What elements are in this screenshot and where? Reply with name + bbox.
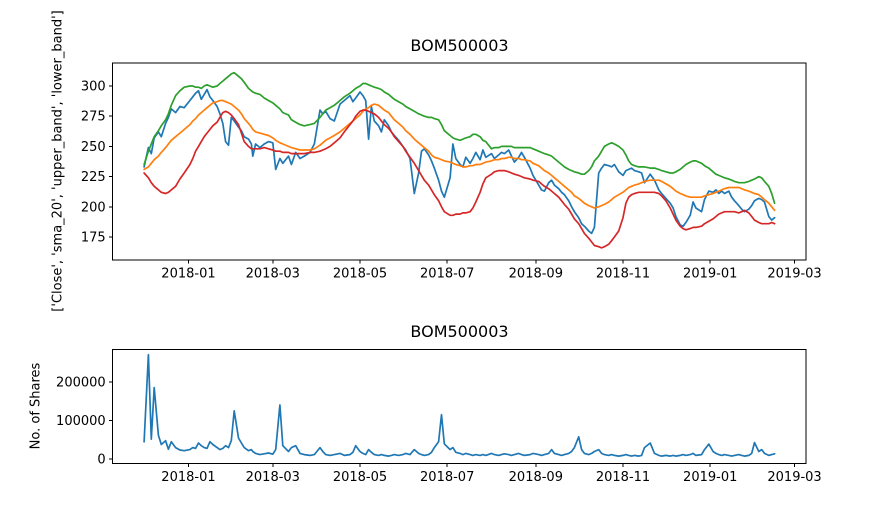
x-tick-label: 2018-03: [246, 267, 300, 282]
x-tick-label: 2018-05: [333, 267, 387, 282]
axes-frame: [112, 348, 807, 464]
volume-chart-title: BOM500003: [410, 322, 509, 341]
price-axes: 175 200 225 250 275 300 2018-01 2018-03 2018-05 2…: [81, 62, 822, 282]
axes-frame: [112, 62, 807, 261]
x-tick-label: 2018-11: [596, 470, 650, 485]
x-tick-label: 2019-01: [683, 470, 737, 485]
x-tick-label: 2019-03: [767, 267, 821, 282]
series-close: [143, 88, 776, 235]
y-tick-label: 300: [81, 79, 106, 94]
x-tick-label: 2018-05: [333, 470, 387, 485]
y-tick-label: 225: [81, 170, 106, 185]
x-tick-label: 2018-07: [420, 267, 474, 282]
series-lower-band: [143, 109, 776, 249]
y-tick-label: 0: [97, 453, 105, 468]
y-tick-label: 175: [81, 231, 106, 246]
x-tick-label: 2018-09: [509, 470, 563, 485]
y-tick-label: 250: [81, 140, 106, 155]
volume-axes: 0 100000 200000 2018-01 2018-03 2018-05 2018-0…: [56, 348, 822, 485]
y-tick-label: 200000: [56, 375, 106, 390]
x-tick-label: 2019-01: [683, 267, 737, 282]
x-tick-label: 2018-01: [161, 470, 215, 485]
y-tick-label: 200: [81, 200, 106, 215]
x-tick-label: 2019-03: [767, 470, 821, 485]
series-sma-20: [143, 99, 776, 212]
y-tick-label: 100000: [56, 414, 106, 429]
series-no-of-shares: [143, 353, 776, 457]
series-upper-band: [143, 71, 776, 205]
price-chart-title: BOM500003: [410, 36, 509, 55]
x-tick-label: 2018-03: [246, 470, 300, 485]
x-tick-label: 2018-09: [509, 267, 563, 282]
x-tick-label: 2018-01: [161, 267, 215, 282]
y-tick-label: 275: [81, 110, 106, 125]
x-tick-label: 2018-07: [420, 470, 474, 485]
x-tick-label: 2018-11: [596, 267, 650, 282]
